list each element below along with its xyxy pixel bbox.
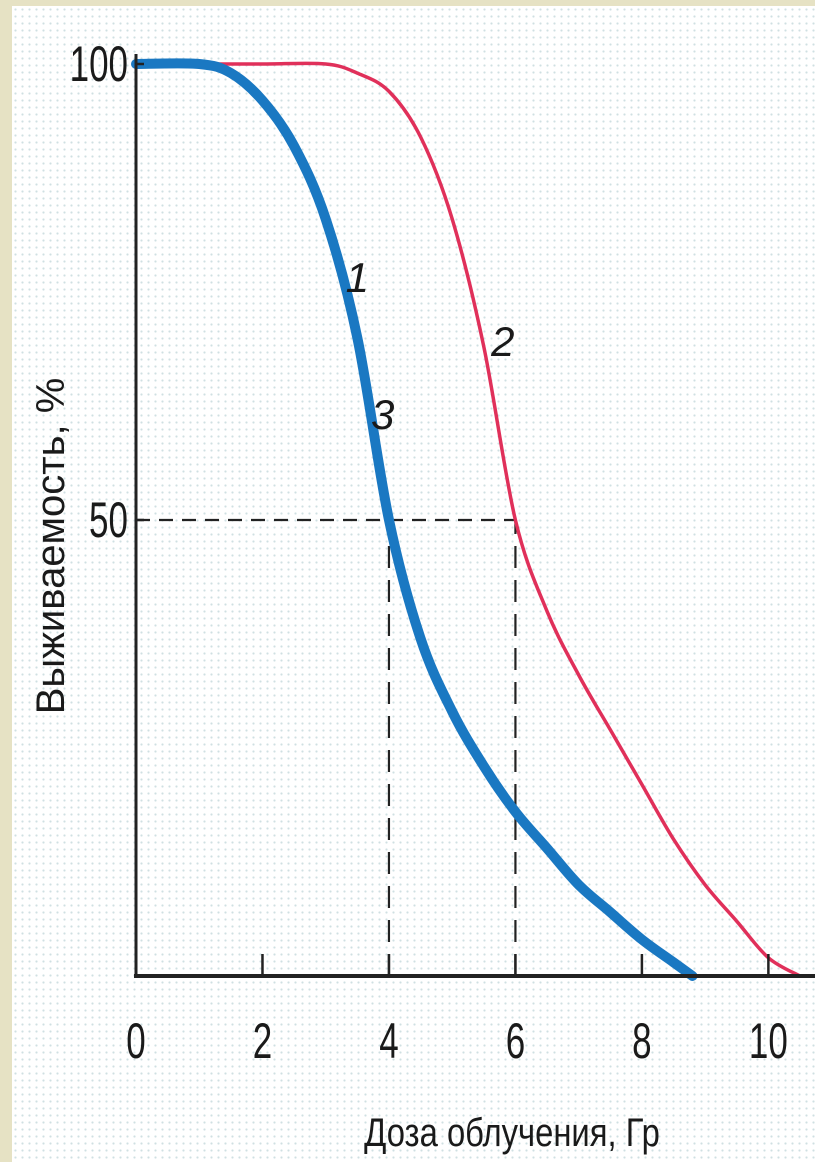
curve-label-3: 3 xyxy=(371,391,394,438)
curve-annotations: 1 2 3 xyxy=(346,254,515,438)
series-line-1 xyxy=(131,58,698,981)
x-tick-label-4: 4 xyxy=(379,1014,398,1070)
y-tick-label-50: 50 xyxy=(89,493,128,549)
x-axis-title: Доза облучения, Гр xyxy=(364,1110,660,1155)
series-line-2 xyxy=(134,61,802,978)
series-lines xyxy=(131,58,802,981)
x-tick-label-2: 2 xyxy=(253,1014,272,1070)
x-tick-label-10: 10 xyxy=(749,1014,788,1070)
x-tick-label-6: 6 xyxy=(506,1014,525,1070)
axes xyxy=(134,54,815,978)
x-tick-label-8: 8 xyxy=(632,1014,651,1070)
figure-panel: 0 2 4 6 8 10 100 50 1 2 3 Доза облучения, Гр Выжи… xyxy=(12,6,815,1162)
tick-labels: 0 2 4 6 8 10 100 50 xyxy=(70,37,788,1070)
y-tick-label-100: 100 xyxy=(70,37,128,93)
survival-chart: 0 2 4 6 8 10 100 50 1 2 3 Доза облучения, Гр Выжи… xyxy=(29,37,815,1155)
reference-lines xyxy=(136,518,517,976)
curve-label-1: 1 xyxy=(346,254,369,301)
curve-label-2: 2 xyxy=(490,318,514,365)
y-axis-title: Выживаемость, % xyxy=(29,378,73,715)
x-tick-label-0: 0 xyxy=(126,1014,145,1070)
